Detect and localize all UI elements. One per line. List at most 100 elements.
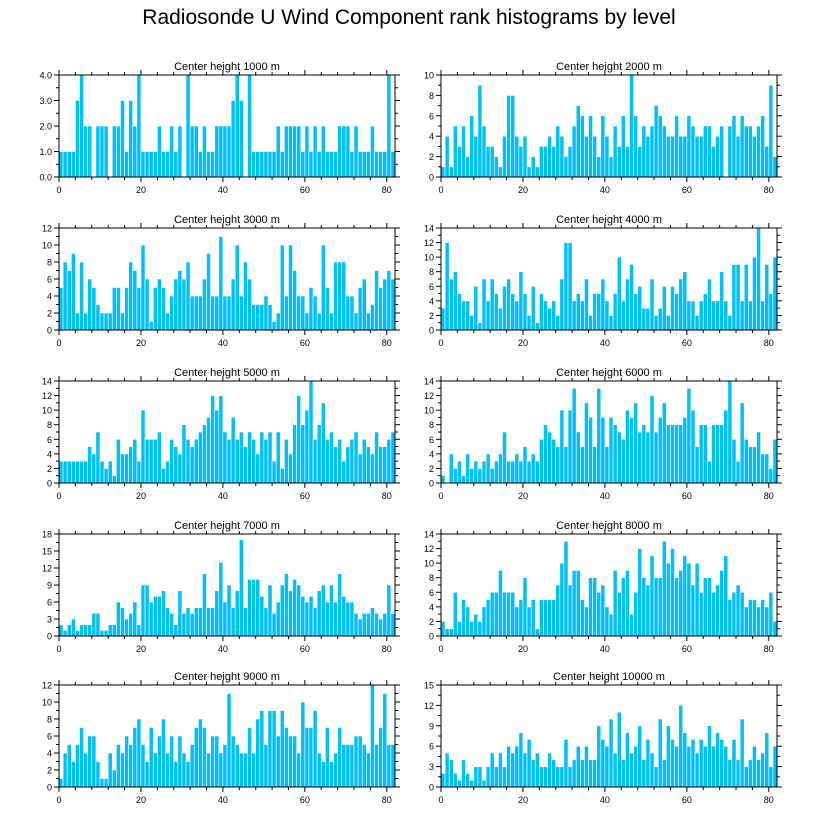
histogram-bar (136, 624, 142, 637)
histogram-bar (764, 606, 770, 637)
histogram-bar (230, 417, 236, 484)
histogram-bar (238, 100, 244, 178)
histogram-bar (345, 125, 351, 178)
histogram-bar (284, 295, 289, 331)
y-tick-label: 10 (424, 559, 434, 569)
histogram-bar (312, 710, 318, 788)
histogram-bar (390, 431, 396, 484)
y-tick-label: 6 (429, 742, 434, 752)
histogram-bar (444, 135, 450, 178)
histogram-bar (772, 256, 778, 331)
histogram-bar (588, 759, 593, 788)
histogram-bar (284, 438, 289, 484)
histogram-bar (300, 701, 306, 788)
histogram-bar (686, 300, 692, 331)
histogram-bar (116, 287, 121, 331)
histogram-bar (612, 424, 618, 484)
histogram-bar (608, 718, 614, 788)
histogram-bar (140, 744, 146, 788)
histogram-bar (333, 261, 338, 331)
histogram-bar (748, 300, 753, 331)
histogram-bar (575, 745, 581, 788)
histogram-bar (620, 759, 626, 788)
y-tick-label: 2 (429, 464, 434, 474)
histogram-bar (612, 570, 618, 637)
histogram-bar (518, 146, 524, 178)
histogram-bar (206, 607, 211, 637)
histogram-bar (173, 278, 179, 331)
histogram-bar (177, 270, 183, 331)
histogram-bar (555, 315, 561, 331)
histogram-bar (95, 304, 101, 331)
histogram-bar (555, 766, 561, 788)
histogram-bar (185, 261, 191, 331)
histogram-bar (543, 766, 548, 788)
histogram-bar (198, 718, 203, 788)
histogram-bar (604, 300, 610, 331)
histogram-bar (157, 125, 162, 178)
histogram-bar (748, 125, 753, 178)
histogram-bar (543, 146, 548, 178)
histogram-bar (99, 778, 105, 788)
histogram-bar (198, 295, 203, 331)
histogram-bar (666, 424, 671, 484)
histogram-bar (230, 278, 236, 331)
histogram-bar (304, 312, 310, 331)
histogram-bar (353, 613, 359, 637)
histogram-bar (316, 151, 322, 178)
histogram-bar (465, 453, 470, 484)
histogram-bar (165, 607, 170, 637)
histogram-bar (370, 607, 375, 637)
histogram-bar (361, 613, 367, 637)
histogram-bar (210, 395, 216, 484)
histogram-bar (116, 438, 121, 484)
histogram-bar (251, 579, 256, 637)
histogram-bar (694, 562, 700, 637)
histogram-bar (764, 453, 770, 484)
histogram-bar (698, 591, 704, 637)
histogram-bar (316, 590, 322, 637)
histogram-bar (735, 460, 741, 484)
histogram-bar (210, 607, 216, 637)
x-tick-label: 60 (682, 491, 692, 501)
histogram-bar (526, 460, 532, 484)
y-tick-label: 10 (424, 406, 434, 416)
histogram-bar (218, 752, 224, 788)
histogram-bar (91, 735, 97, 788)
y-tick-label: 0.0 (39, 173, 52, 183)
histogram-bar (551, 438, 557, 484)
y-tick-label: 12 (42, 391, 52, 401)
histogram-bar (107, 460, 113, 484)
histogram-bar (489, 752, 495, 788)
histogram-bar (571, 300, 577, 331)
histogram-bar (719, 739, 725, 788)
histogram-bar (173, 151, 179, 178)
y-tick-label: 2 (47, 766, 52, 776)
x-tick-label: 20 (518, 185, 528, 195)
histogram-bar (120, 453, 125, 484)
histogram-bar (473, 460, 479, 484)
histogram-bar (448, 628, 454, 637)
histogram-bar (534, 166, 540, 178)
histogram-bar (514, 606, 520, 637)
histogram-bar (485, 599, 491, 637)
histogram-bar (690, 300, 696, 331)
histogram-bar (263, 438, 269, 484)
histogram-bar (493, 766, 499, 788)
histogram-bar (152, 596, 158, 637)
histogram-bar (522, 446, 528, 484)
histogram-bar (320, 244, 326, 331)
histogram-bar (580, 300, 585, 331)
histogram-bar (390, 151, 396, 178)
histogram-bar (193, 438, 199, 484)
histogram-bar (185, 761, 191, 788)
histogram-bar (177, 125, 183, 178)
histogram-bar (161, 151, 166, 178)
y-tick-label: 15 (424, 681, 434, 691)
y-tick-label: 12 (424, 391, 434, 401)
histogram-bar (185, 607, 191, 637)
histogram-bar (469, 315, 475, 331)
y-tick-label: 0 (47, 783, 52, 793)
histogram-bar (218, 125, 224, 178)
histogram-bar (382, 693, 388, 788)
